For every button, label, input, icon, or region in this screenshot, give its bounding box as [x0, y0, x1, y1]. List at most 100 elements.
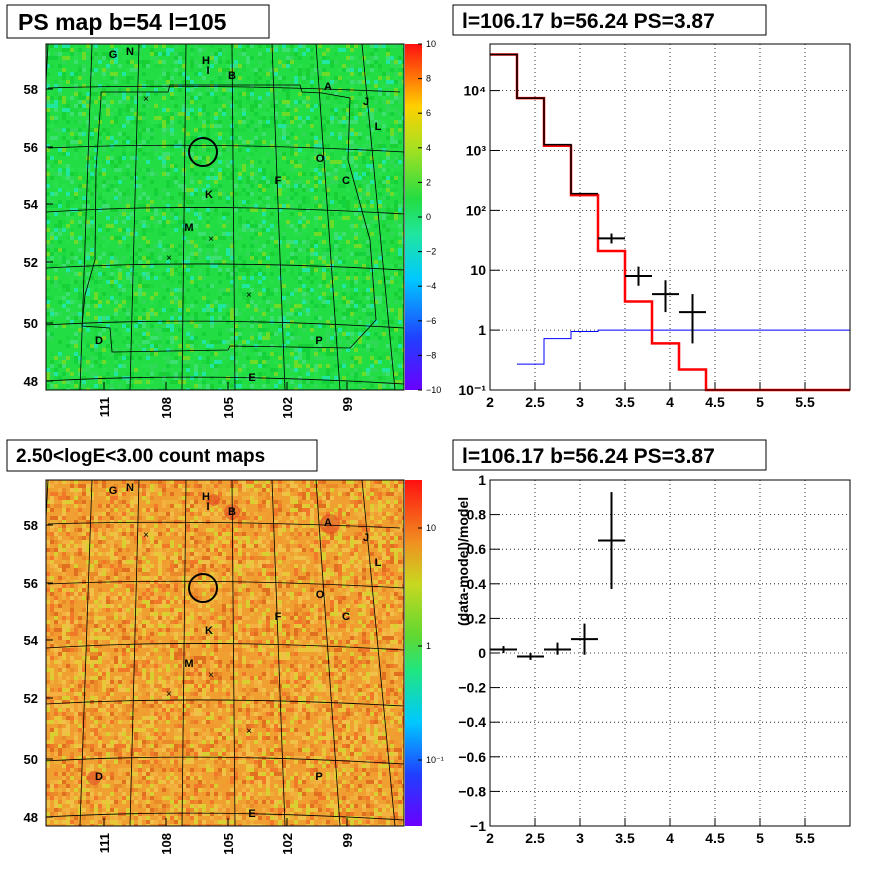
map-pixel	[130, 264, 134, 268]
map-pixel	[326, 284, 330, 288]
map-pixel	[314, 492, 318, 496]
map-pixel	[250, 240, 254, 244]
map-pixel	[314, 184, 318, 188]
map-pixel	[174, 68, 178, 72]
map-pixel	[106, 492, 110, 496]
map-pixel	[162, 200, 166, 204]
map-pixel	[354, 272, 358, 276]
map-pixel	[234, 488, 238, 492]
map-pixel	[302, 120, 306, 124]
map-pixel	[366, 292, 370, 296]
map-pixel	[86, 196, 90, 200]
map-pixel	[206, 148, 210, 152]
map-pixel	[178, 192, 182, 196]
map-pixel	[238, 96, 242, 100]
map-pixel	[110, 160, 114, 164]
map-pixel	[390, 220, 394, 224]
map-pixel	[362, 280, 366, 284]
map-pixel	[266, 84, 270, 88]
map-pixel	[158, 380, 162, 384]
map-pixel	[342, 172, 346, 176]
map-pixel	[242, 384, 246, 388]
map-pixel	[222, 104, 226, 108]
map-pixel	[370, 84, 374, 88]
map-pixel	[74, 148, 78, 152]
map-pixel	[242, 64, 246, 68]
map-pixel	[346, 316, 350, 320]
map-pixel	[198, 264, 202, 268]
map-pixel	[62, 216, 66, 220]
map-pixel	[330, 380, 334, 384]
map-pixel	[262, 480, 266, 484]
map-pixel	[294, 276, 298, 280]
map-pixel	[306, 76, 310, 80]
map-pixel	[46, 96, 50, 100]
map-pixel	[370, 180, 374, 184]
map-pixel	[246, 116, 250, 120]
map-pixel	[270, 292, 274, 296]
map-pixel	[46, 300, 50, 304]
map-pixel	[294, 56, 298, 60]
map-pixel	[314, 144, 318, 148]
map-pixel	[386, 276, 390, 280]
map-pixel	[174, 380, 178, 384]
map-pixel	[314, 196, 318, 200]
map-pixel	[382, 124, 386, 128]
map-pixel	[182, 496, 186, 500]
map-pixel	[94, 52, 98, 56]
map-pixel	[362, 180, 366, 184]
map-pixel	[278, 280, 282, 284]
map-pixel	[186, 196, 190, 200]
map-pixel	[130, 340, 134, 344]
map-pixel	[62, 496, 66, 500]
map-pixel	[198, 216, 202, 220]
map-pixel	[382, 200, 386, 204]
map-pixel	[326, 296, 330, 300]
map-pixel	[354, 384, 358, 388]
map-pixel	[326, 328, 330, 332]
map-pixel	[378, 108, 382, 112]
map-pixel	[46, 384, 50, 388]
map-pixel	[114, 188, 118, 192]
map-pixel	[46, 488, 50, 492]
map-pixel	[350, 308, 354, 312]
map-pixel	[210, 320, 214, 324]
map-pixel	[326, 272, 330, 276]
map-pixel	[142, 176, 146, 180]
map-pixel	[246, 228, 250, 232]
map-pixel	[74, 92, 78, 96]
source-label-k: K	[205, 189, 213, 201]
map-pixel	[346, 372, 350, 376]
map-pixel	[110, 268, 114, 272]
map-pixel	[110, 480, 114, 484]
map-pixel	[294, 104, 298, 108]
map-pixel	[150, 272, 154, 276]
longitude-line	[129, 44, 140, 390]
map-pixel	[346, 76, 350, 80]
map-pixel	[58, 160, 62, 164]
map-pixel	[222, 344, 226, 348]
map-pixel	[78, 364, 82, 368]
map-pixel	[310, 276, 314, 280]
map-pixel	[294, 100, 298, 104]
map-pixel	[346, 284, 350, 288]
map-pixel	[62, 172, 66, 176]
map-pixel	[370, 68, 374, 72]
map-pixel	[114, 52, 118, 56]
map-pixel	[378, 216, 382, 220]
map-pixel	[74, 288, 78, 292]
map-pixel	[206, 244, 210, 248]
map-pixel	[366, 80, 370, 84]
map-pixel	[190, 56, 194, 60]
map-pixel	[94, 352, 98, 356]
map-pixel	[190, 80, 194, 84]
map-pixel	[330, 384, 334, 388]
map-pixel	[282, 188, 286, 192]
map-pixel	[334, 356, 338, 360]
map-pixel	[82, 480, 86, 484]
map-pixel	[62, 296, 66, 300]
map-pixel	[206, 364, 210, 368]
map-pixel	[146, 64, 150, 68]
map-pixel	[74, 384, 78, 388]
map-pixel	[346, 68, 350, 72]
